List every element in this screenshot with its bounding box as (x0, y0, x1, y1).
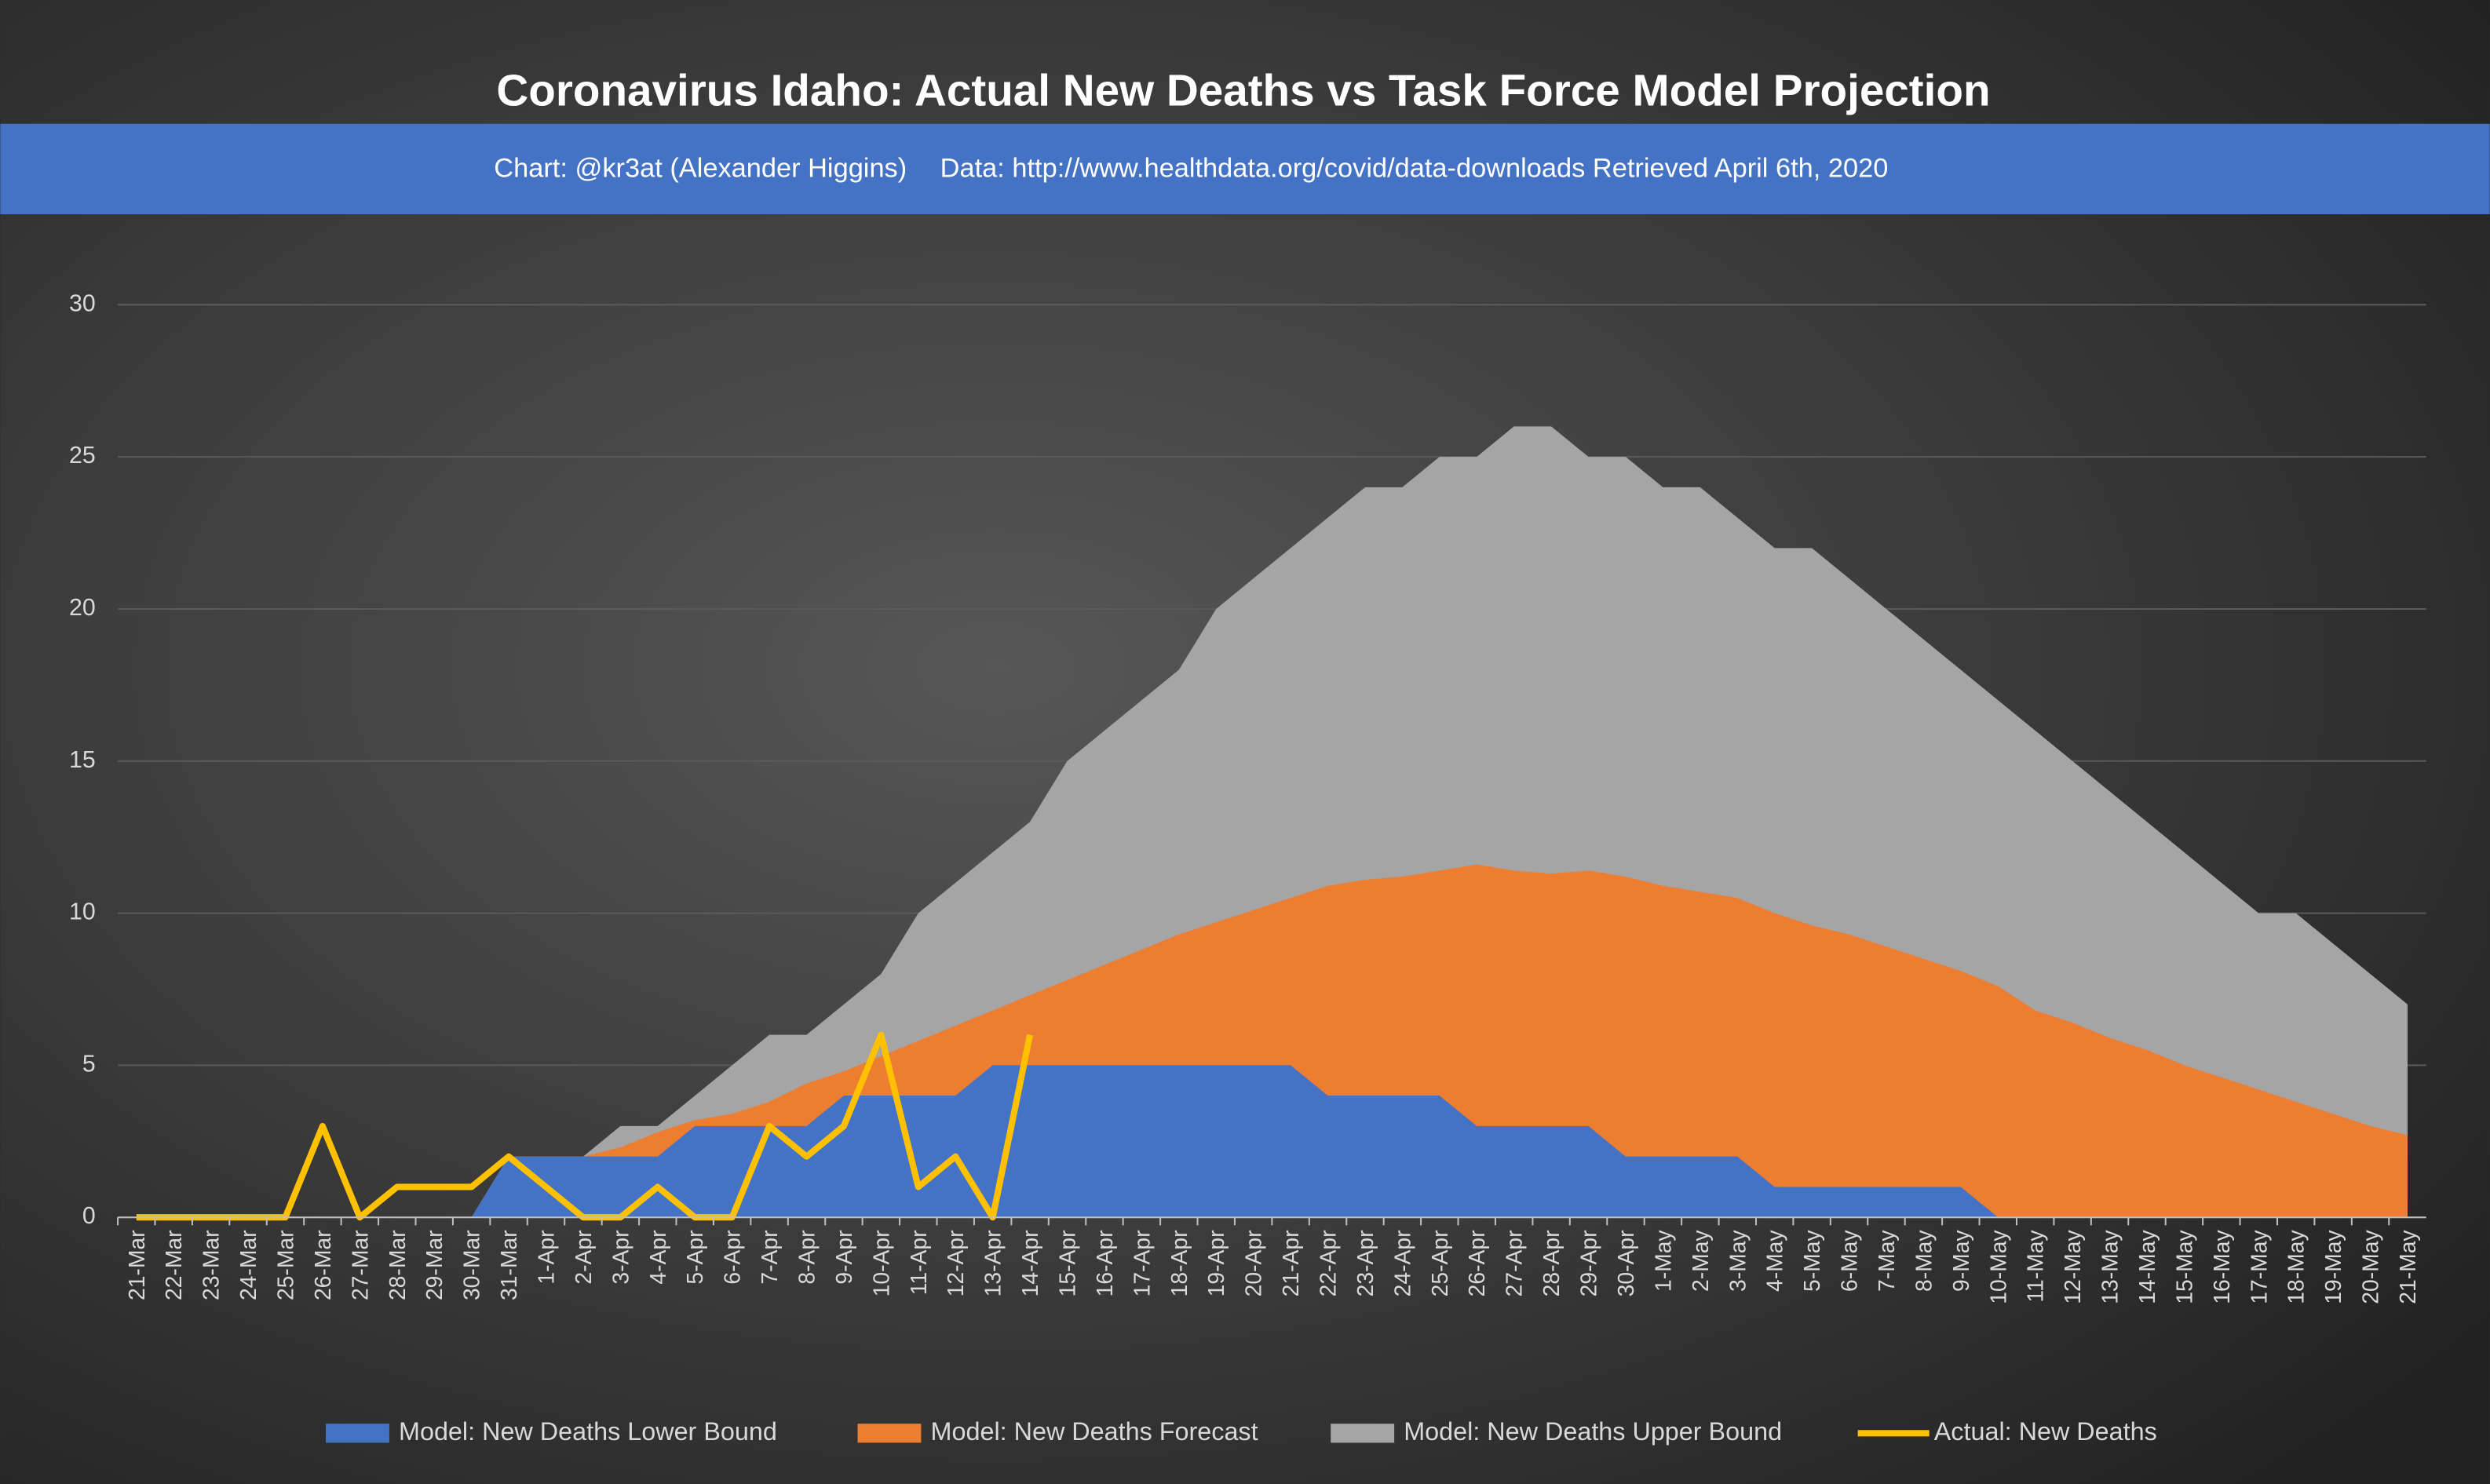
x-tick-label: 1-May (1650, 1230, 1675, 1292)
x-tick-label: 26-Mar (310, 1230, 335, 1300)
x-tick-label: 30-Apr (1613, 1230, 1638, 1296)
source: Data: http://www.healthdata.org/covid/da… (940, 153, 1889, 183)
x-tick-label: 9-Apr (831, 1230, 856, 1284)
x-tick-label: 24-Apr (1389, 1230, 1415, 1296)
x-tick-label: 22-Mar (161, 1230, 186, 1300)
x-tick-label: 15-May (2171, 1230, 2196, 1304)
x-tick-label: 26-Apr (1464, 1230, 1489, 1296)
y-tick-label: 5 (82, 1051, 96, 1077)
x-tick-label: 13-Apr (980, 1230, 1006, 1296)
chart-title: Coronavirus Idaho: Actual New Deaths vs … (496, 65, 1990, 115)
legend-swatch (1331, 1424, 1395, 1443)
x-tick-label: 13-May (2098, 1230, 2123, 1304)
x-tick-label: 22-Apr (1316, 1230, 1341, 1296)
y-tick-label: 30 (69, 290, 96, 316)
legend-swatch (325, 1424, 389, 1443)
x-tick-label: 20-May (2358, 1230, 2383, 1304)
x-tick-label: 28-Mar (385, 1230, 410, 1300)
y-tick-label: 20 (69, 595, 96, 621)
x-tick-label: 25-Mar (272, 1230, 298, 1300)
x-tick-label: 5-May (1799, 1230, 1824, 1292)
y-tick-label: 10 (69, 899, 96, 925)
x-tick-label: 16-May (2209, 1230, 2234, 1304)
x-tick-label: 23-Mar (199, 1230, 224, 1300)
x-tick-label: 12-Apr (943, 1230, 968, 1296)
x-tick-label: 6-Apr (720, 1230, 745, 1284)
x-tick-label: 20-Apr (1241, 1230, 1266, 1296)
x-tick-label: 16-Apr (1092, 1230, 1117, 1296)
x-tick-label: 8-May (1911, 1230, 1936, 1292)
x-tick-label: 11-May (2023, 1230, 2048, 1303)
legend-label: Actual: New Deaths (1934, 1417, 2157, 1446)
x-tick-label: 25-Apr (1427, 1230, 1452, 1296)
x-tick-label: 29-Apr (1576, 1230, 1601, 1296)
x-tick-label: 2-Apr (571, 1230, 596, 1284)
legend-label: Model: New Deaths Lower Bound (399, 1417, 777, 1446)
x-tick-label: 28-Apr (1539, 1230, 1564, 1296)
x-tick-label: 18-Apr (1167, 1230, 1192, 1296)
x-tick-label: 24-Mar (235, 1230, 261, 1300)
legend-label: Model: New Deaths Upper Bound (1404, 1417, 1782, 1446)
x-tick-label: 17-Apr (1129, 1230, 1154, 1296)
x-tick-label: 10-May (1985, 1230, 2010, 1304)
legend-swatch (857, 1424, 922, 1443)
subtitle: Chart: @kr3at (Alexander Higgins) (494, 153, 907, 183)
x-tick-label: 7-Apr (757, 1230, 782, 1284)
x-tick-label: 14-Apr (1017, 1230, 1042, 1296)
x-tick-label: 5-Apr (682, 1230, 707, 1284)
x-tick-label: 6-May (1837, 1230, 1862, 1292)
x-tick-label: 29-Mar (422, 1230, 447, 1300)
x-tick-label: 14-May (2134, 1230, 2160, 1304)
x-tick-label: 18-May (2284, 1230, 2309, 1304)
legend-label: Model: New Deaths Forecast (931, 1417, 1258, 1446)
x-tick-label: 9-May (1948, 1230, 1973, 1292)
x-tick-label: 4-Apr (645, 1230, 670, 1284)
x-tick-label: 19-May (2320, 1230, 2346, 1304)
x-tick-label: 2-May (1688, 1230, 1713, 1292)
x-tick-label: 8-Apr (794, 1230, 820, 1284)
x-tick-label: 1-Apr (533, 1230, 558, 1284)
x-tick-label: 11-Apr (906, 1230, 931, 1295)
x-tick-label: 21-Mar (124, 1230, 149, 1300)
x-tick-label: 23-Apr (1353, 1230, 1378, 1296)
x-tick-label: 3-Apr (608, 1230, 633, 1284)
x-tick-label: 12-May (2060, 1230, 2085, 1304)
y-tick-label: 0 (82, 1203, 96, 1229)
y-tick-label: 15 (69, 747, 96, 773)
x-tick-label: 27-Apr (1502, 1230, 1527, 1296)
x-tick-label: 4-May (1762, 1230, 1787, 1292)
x-tick-label: 10-Apr (868, 1230, 893, 1296)
x-tick-label: 15-Apr (1055, 1230, 1080, 1296)
x-tick-label: 17-May (2246, 1230, 2271, 1304)
x-tick-label: 21-Apr (1278, 1230, 1303, 1296)
x-tick-label: 21-May (2395, 1230, 2420, 1304)
x-tick-label: 31-Mar (496, 1230, 521, 1300)
subtitle-band (0, 123, 2490, 215)
x-tick-label: 27-Mar (347, 1230, 372, 1300)
x-tick-label: 19-Apr (1203, 1230, 1229, 1296)
area (136, 1065, 2408, 1218)
y-tick-label: 25 (69, 443, 96, 469)
x-tick-label: 30-Mar (459, 1230, 484, 1300)
x-tick-label: 7-May (1874, 1230, 1899, 1292)
x-tick-label: 3-May (1725, 1230, 1750, 1292)
